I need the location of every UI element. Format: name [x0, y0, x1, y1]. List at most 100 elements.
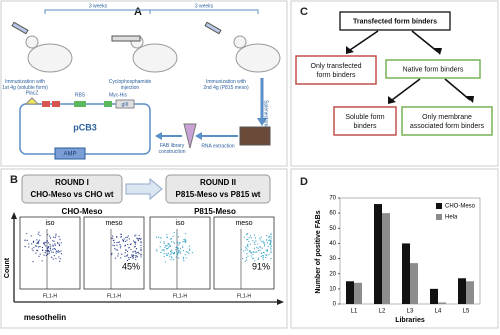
event-dot	[183, 240, 186, 242]
arrow-head	[155, 132, 162, 140]
event-dot	[54, 248, 57, 250]
event-dot	[173, 252, 176, 255]
event-dot	[129, 243, 131, 246]
event-dot	[28, 243, 30, 245]
event-dot	[184, 240, 187, 242]
event-dot	[55, 250, 57, 252]
event-dot	[114, 257, 117, 259]
event-dot	[124, 249, 127, 251]
event-dot	[178, 242, 180, 244]
event-dot	[53, 255, 55, 257]
event-dot	[35, 245, 38, 247]
event-dot	[167, 254, 169, 256]
event-dot	[156, 249, 158, 251]
event-dot	[50, 251, 53, 253]
event-dot	[169, 250, 172, 252]
arrow-head	[257, 118, 267, 126]
event-dot	[245, 249, 247, 251]
event-dot	[47, 253, 49, 255]
event-dot	[249, 243, 252, 245]
event-dot	[36, 249, 39, 252]
event-dot	[135, 241, 137, 243]
panel-frame	[0, 0, 288, 167]
event-dot	[159, 241, 161, 243]
event-dot	[45, 241, 47, 243]
event-dot	[270, 238, 272, 240]
event-dot	[252, 253, 254, 256]
event-dot	[135, 255, 137, 257]
event-dot	[47, 234, 49, 236]
y-tick-label: 70	[329, 196, 336, 202]
node-box	[333, 106, 397, 136]
x-axis-label: Libraries	[395, 317, 425, 324]
legend-label: Hela	[445, 215, 458, 221]
event-dot	[177, 247, 179, 249]
event-dot	[113, 245, 116, 247]
feature-label: AMP	[63, 152, 76, 158]
event-dot	[127, 243, 129, 246]
event-dot	[24, 239, 26, 241]
event-dot	[31, 248, 33, 250]
round-title: ROUND I	[55, 178, 89, 187]
event-dot	[249, 251, 251, 253]
event-dot	[117, 253, 119, 255]
event-dot	[49, 243, 51, 245]
event-dot	[44, 243, 46, 245]
step-text: Immunization with 2nd 4g (P815 meso)	[203, 79, 249, 91]
event-dot	[251, 257, 253, 259]
event-dot	[49, 235, 51, 237]
event-dot	[132, 240, 135, 242]
event-dot	[140, 247, 142, 249]
event-dot	[49, 237, 52, 239]
event-dot	[37, 241, 39, 244]
event-dot	[160, 237, 162, 239]
event-dot	[112, 237, 114, 239]
event-dot	[134, 243, 137, 245]
event-dot	[257, 247, 259, 249]
event-dot	[50, 249, 52, 251]
event-dot	[262, 240, 264, 242]
event-dot	[177, 236, 180, 238]
event-dot	[246, 245, 248, 247]
step-text: Immunization with 1st 4g (soluble form)	[2, 79, 48, 91]
event-dot	[116, 249, 119, 251]
promoter-shape	[24, 97, 40, 105]
event-dot	[184, 238, 186, 240]
event-dot	[58, 256, 60, 258]
event-dot	[177, 252, 179, 254]
event-dot	[243, 236, 245, 238]
arrow-head	[195, 132, 202, 140]
event-dot	[179, 251, 181, 253]
event-dot	[269, 235, 271, 237]
event-dot	[159, 246, 161, 248]
event-dot	[138, 234, 140, 237]
event-dot	[259, 239, 261, 241]
flow-plots: iso FL1-H meso FL1-H 45% iso FL1-H meso FL1-H 91%	[19, 216, 275, 299]
x-tick-label: L5	[463, 309, 470, 315]
event-dot	[38, 231, 40, 233]
event-dot	[135, 252, 137, 254]
node-box	[401, 106, 493, 136]
plot-axis-label: FL1-H	[173, 293, 187, 299]
event-dot	[125, 236, 127, 238]
event-dot	[124, 255, 126, 257]
arrow-head	[11, 212, 17, 219]
legend-swatch	[436, 203, 442, 209]
event-dot	[130, 256, 132, 259]
y-tick-label: 30	[329, 256, 336, 262]
y-tick-label: 10	[329, 286, 336, 292]
event-dot	[176, 246, 178, 249]
event-dot	[178, 249, 180, 252]
syringe	[111, 35, 141, 42]
event-dot	[117, 255, 119, 257]
event-dot	[127, 235, 129, 237]
syringe	[204, 21, 222, 35]
event-dot	[249, 249, 251, 252]
event-dot	[173, 242, 176, 244]
event-dot	[47, 251, 49, 253]
event-dot	[172, 253, 175, 255]
plot-frame	[19, 216, 81, 290]
event-dot	[260, 236, 262, 238]
event-dot	[135, 248, 138, 250]
event-dot	[60, 250, 62, 252]
